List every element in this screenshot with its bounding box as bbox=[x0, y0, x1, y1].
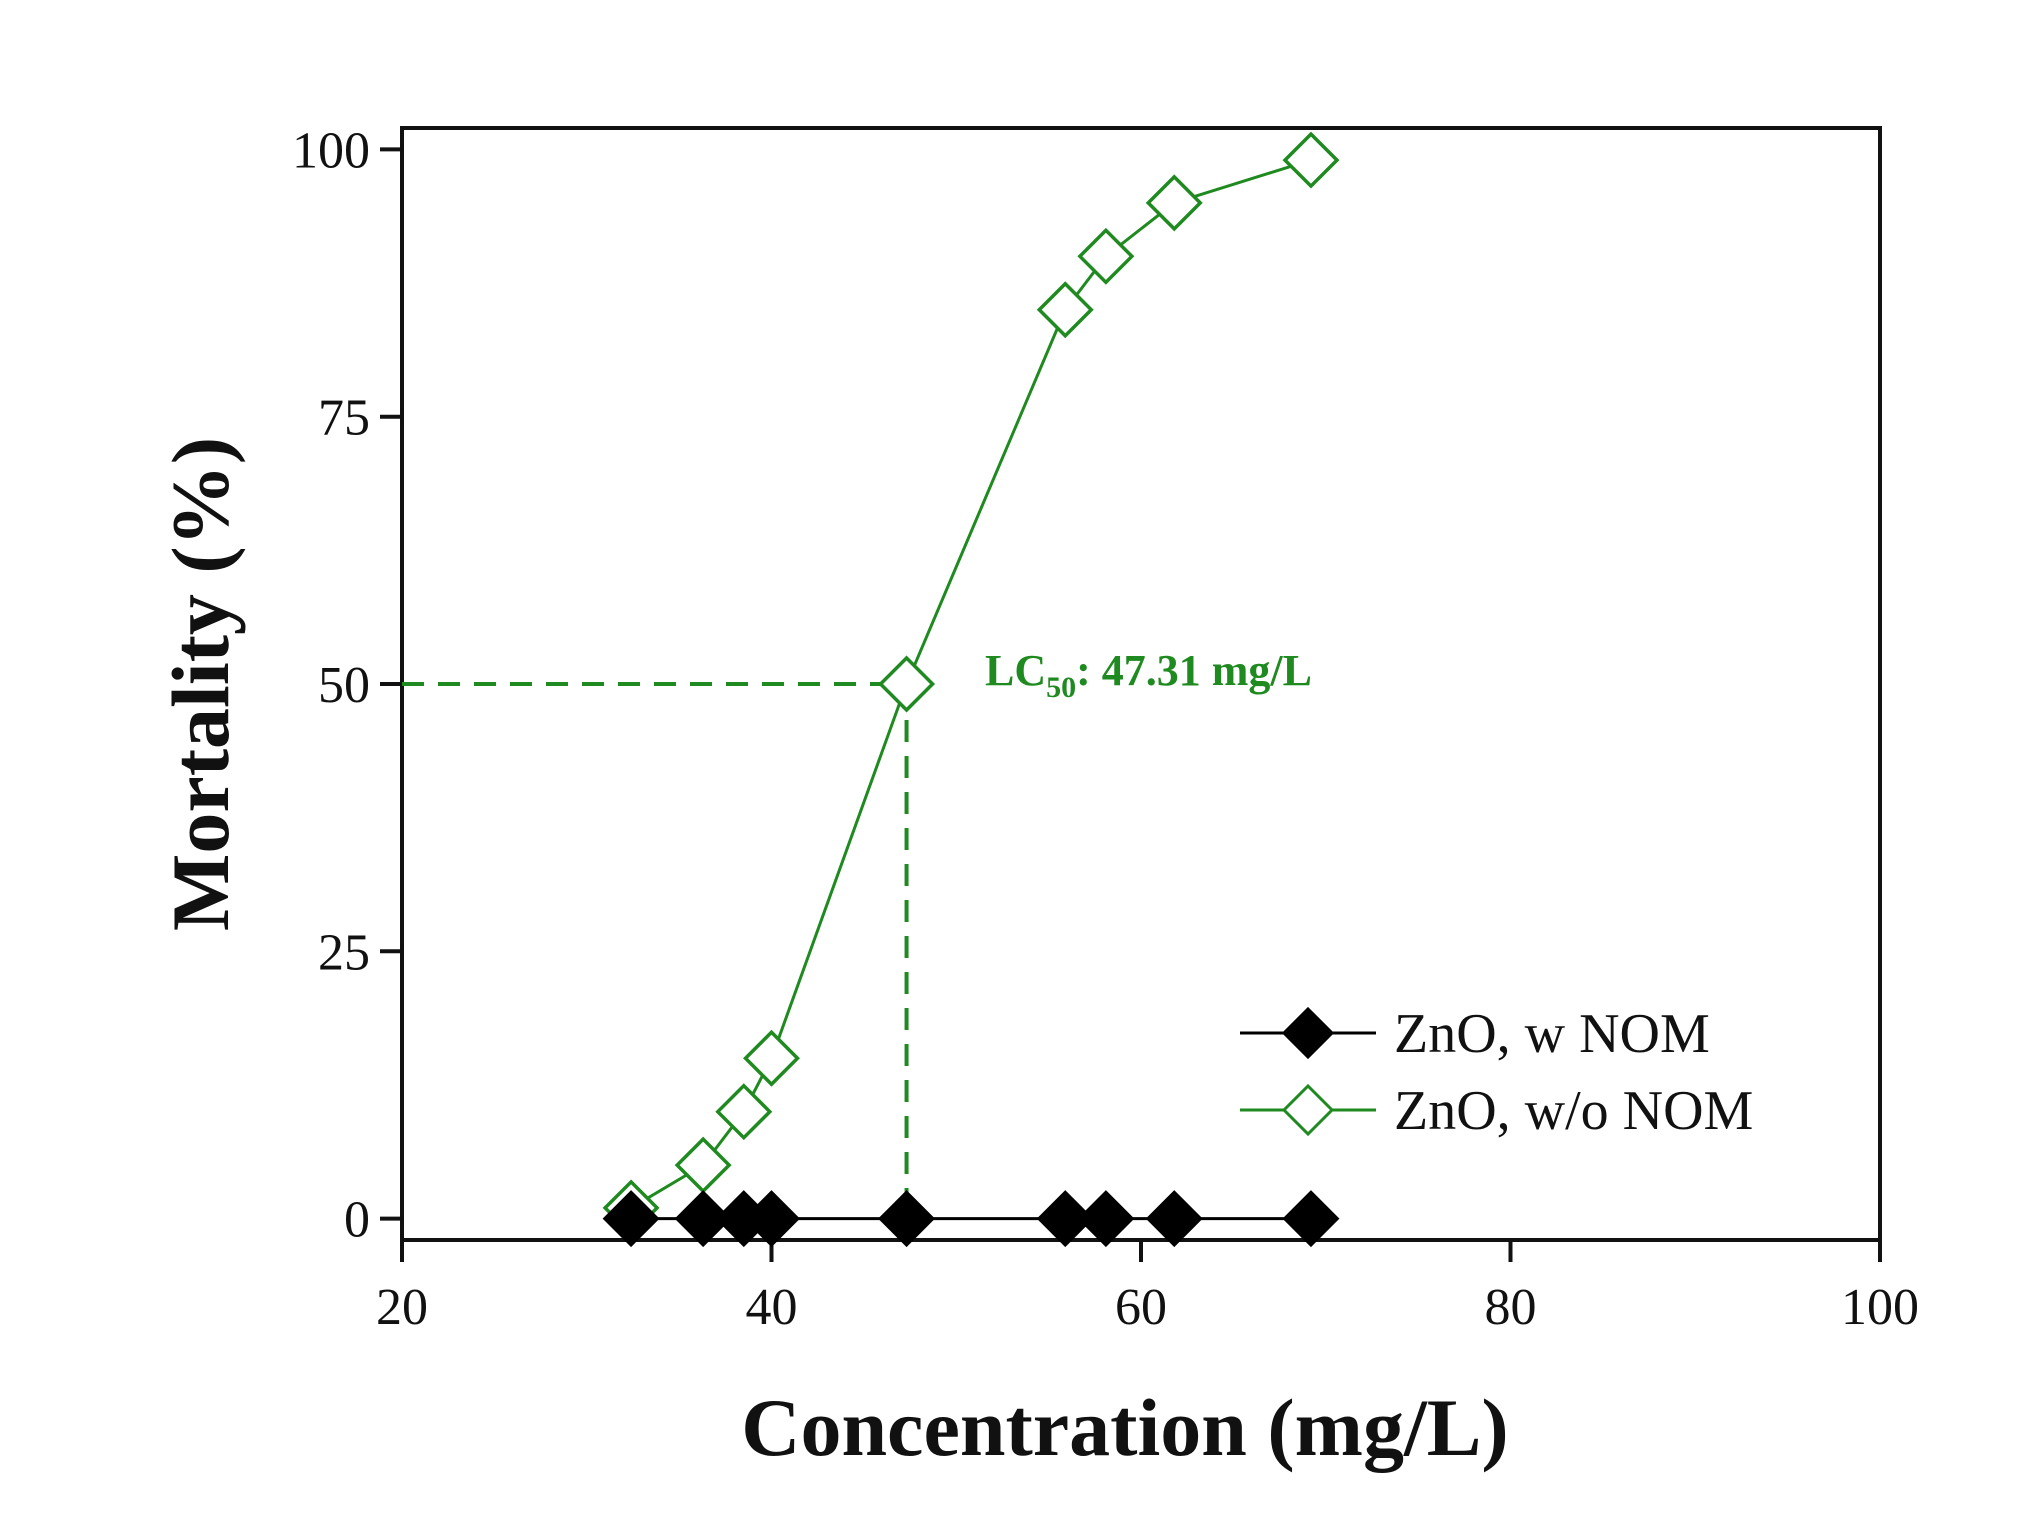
legend-label-w-nom: ZnO, w NOM bbox=[1394, 1003, 1710, 1065]
data-point-wo-nom bbox=[743, 1029, 800, 1087]
y-tick-label: 100 bbox=[292, 122, 370, 179]
lc50-label: LC bbox=[985, 646, 1046, 695]
y-tick-label: 25 bbox=[318, 924, 370, 981]
data-point-w-nom bbox=[1077, 1190, 1135, 1248]
legend-marker-wo-nom bbox=[1281, 1083, 1335, 1137]
x-tick-label: 80 bbox=[1485, 1279, 1537, 1336]
x-tick-label: 40 bbox=[746, 1279, 798, 1336]
data-point-w-nom bbox=[602, 1190, 660, 1248]
lc50-value: : 47.31 mg/L bbox=[1076, 646, 1312, 695]
data-point-wo-nom bbox=[1145, 174, 1203, 232]
data-point-wo-nom bbox=[674, 1136, 732, 1194]
legend-label-wo-nom: ZnO, w/o NOM bbox=[1394, 1080, 1753, 1142]
lc50-reference-lines bbox=[402, 682, 909, 1240]
legend-marker-w-nom bbox=[1281, 1006, 1335, 1060]
axes-layer: 20 40 60 80 100 0 25 50 75 100 bbox=[292, 122, 1919, 1336]
data-point-w-nom bbox=[1145, 1190, 1203, 1248]
data-point-w-nom bbox=[878, 1190, 936, 1248]
x-tick-label: 60 bbox=[1115, 1279, 1167, 1336]
data-point-w-nom bbox=[1282, 1190, 1340, 1248]
data-point-wo-nom bbox=[1282, 131, 1340, 189]
data-point-wo-nom bbox=[878, 655, 936, 713]
legend: ZnO, w NOM ZnO, w/o NOM bbox=[1240, 1003, 1753, 1142]
y-axis-title: Mortality (%) bbox=[155, 437, 246, 931]
series-layer bbox=[602, 131, 1340, 1248]
lc50-annotation: LC50: 47.31 mg/L bbox=[985, 646, 1312, 704]
y-tick-label: 0 bbox=[344, 1192, 370, 1249]
data-point-wo-nom bbox=[1036, 281, 1094, 339]
lc50-subscript: 50 bbox=[1046, 671, 1076, 704]
data-point-wo-nom bbox=[1077, 227, 1135, 285]
x-tick-label: 100 bbox=[1841, 1279, 1919, 1336]
y-tick-label: 75 bbox=[318, 390, 370, 447]
data-point-w-nom bbox=[1036, 1190, 1094, 1248]
data-point-w-nom bbox=[674, 1190, 732, 1248]
data-point-w-nom bbox=[743, 1190, 800, 1248]
x-axis-title: Concentration (mg/L) bbox=[741, 1382, 1509, 1473]
data-point-wo-nom bbox=[715, 1083, 773, 1141]
x-tick-label: 20 bbox=[376, 1279, 428, 1336]
y-tick-label: 50 bbox=[318, 657, 370, 714]
